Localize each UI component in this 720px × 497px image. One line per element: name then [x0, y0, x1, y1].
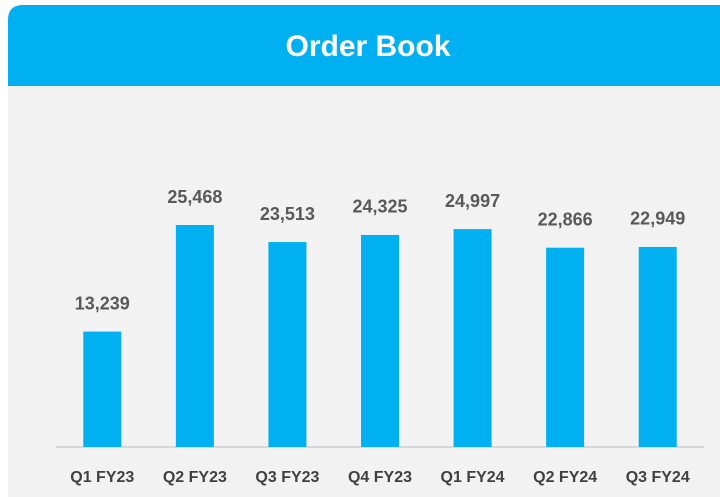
bar: [268, 242, 307, 447]
value-label: 25,468: [167, 187, 222, 207]
x-tick-label: Q3 FY23: [255, 469, 319, 486]
x-tick-label: Q2 FY23: [163, 469, 227, 486]
bar: [361, 234, 399, 447]
bar: [453, 229, 492, 447]
bar: [546, 247, 585, 447]
bar: [638, 246, 677, 447]
x-tick-label: Q4 FY23: [348, 469, 412, 486]
x-tick-label: Q2 FY24: [533, 469, 597, 486]
header-band: [8, 5, 720, 86]
bar: [83, 331, 122, 447]
x-tick-label: Q3 FY24: [626, 469, 690, 486]
value-label: 13,239: [75, 293, 130, 313]
value-label: 22,949: [630, 209, 685, 229]
chart-title: Order Book: [285, 30, 450, 63]
value-label: 24,997: [445, 191, 500, 211]
x-tick-label: Q1 FY23: [70, 469, 134, 486]
value-label: 22,866: [538, 209, 593, 229]
x-tick-label: Q1 FY24: [441, 469, 505, 486]
bar: [175, 225, 214, 447]
value-label: 23,513: [260, 204, 315, 224]
value-label: 24,325: [352, 197, 407, 217]
